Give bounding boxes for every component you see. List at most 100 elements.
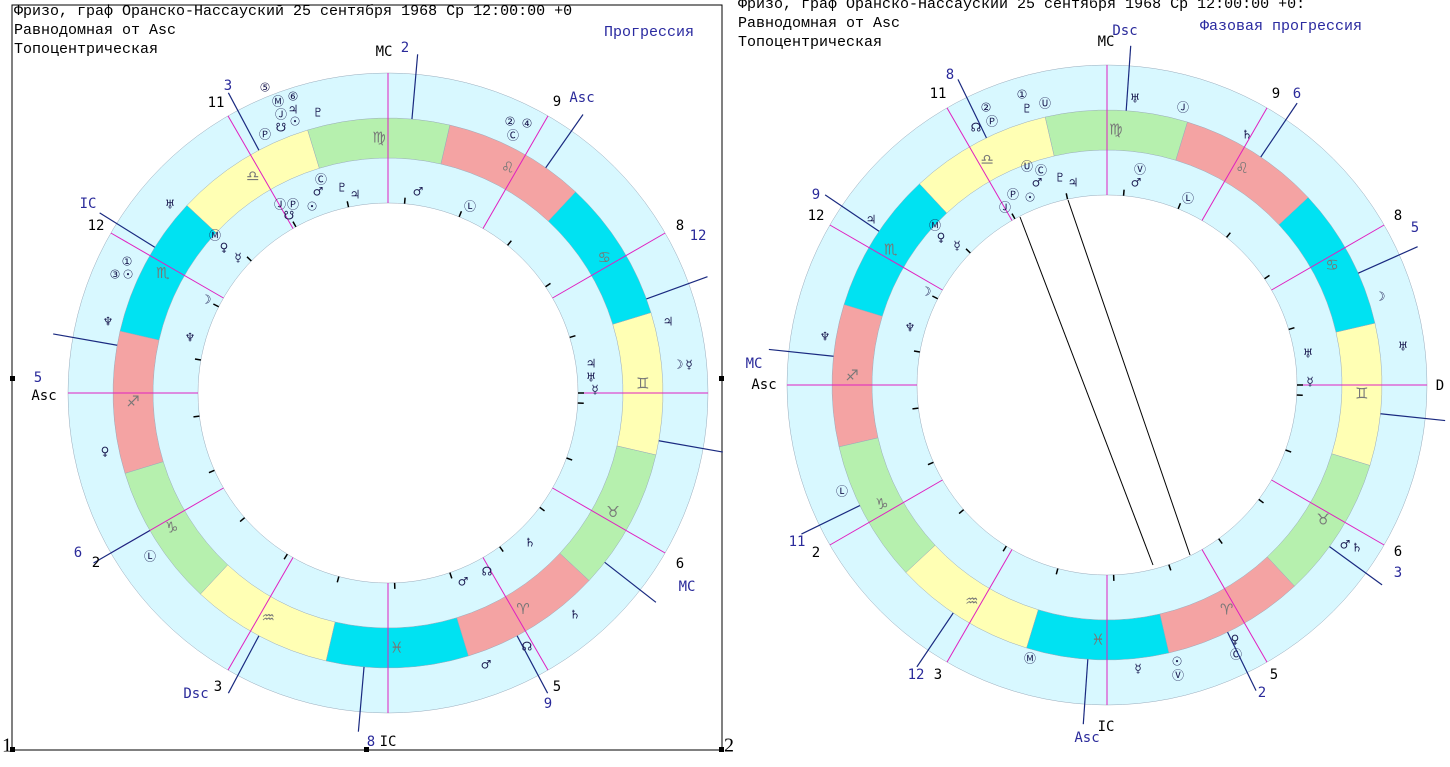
planet-glyph: ①	[122, 255, 133, 269]
mode-label: Прогрессия	[604, 24, 694, 41]
sign-glyph: ♋	[1325, 256, 1338, 274]
sign-glyph: ♏	[156, 264, 170, 282]
cusp-label: 5	[34, 370, 42, 386]
planet-glyph: ♇	[313, 106, 324, 120]
planet-glyph: Ⓙ	[275, 108, 287, 122]
header-text: Фризо, граф Оранско-Нассауский 25 сентяб…	[14, 3, 572, 20]
sign-glyph: ♑	[165, 519, 178, 537]
outer-cusp	[1125, 45, 1132, 111]
tick	[499, 546, 504, 553]
planet-glyph: ♀	[220, 241, 229, 255]
tick	[1002, 545, 1007, 552]
planet-glyph: ♅	[1130, 92, 1141, 106]
planet-glyph: ♄	[1242, 128, 1253, 142]
tick	[239, 517, 246, 523]
sign-glyph: ♐	[845, 367, 858, 385]
tick	[336, 576, 340, 583]
tick	[545, 282, 551, 288]
outer-cusp	[227, 92, 260, 151]
aspect-line	[1019, 216, 1154, 566]
tick	[1264, 274, 1270, 280]
cusp-label: 5	[1270, 667, 1278, 683]
house-cusp	[482, 557, 549, 671]
planet-glyph: ♂	[1032, 176, 1043, 190]
outer-cusp	[658, 440, 723, 453]
planet-glyph: ♃	[866, 213, 877, 227]
outer-cusp	[1227, 631, 1257, 691]
cusp-label: 9	[553, 94, 561, 110]
outer-cusp	[957, 79, 987, 139]
house-cusp	[482, 115, 549, 229]
cusp-label: MC	[746, 356, 763, 372]
cusp-label: 8	[367, 734, 375, 750]
outer-cusp	[516, 635, 549, 694]
cusp-label: Asc	[31, 388, 56, 404]
outer-cusp	[93, 529, 151, 564]
planet-glyph: ♅	[1303, 347, 1314, 361]
cusp-label: 3	[934, 667, 942, 683]
planet-glyph: ♆	[905, 321, 916, 335]
sign-glyph: ♍	[1109, 121, 1122, 139]
tick	[403, 197, 406, 204]
tick	[958, 509, 965, 515]
tick	[292, 221, 297, 228]
cusp-label: 8	[676, 218, 684, 234]
planet-glyph: ☉	[123, 268, 134, 282]
cusp-label: 8	[1394, 208, 1402, 224]
planet-glyph: ☿	[685, 358, 692, 372]
house-cusp	[946, 107, 1013, 221]
house-cusp	[552, 232, 666, 299]
planet-glyph: ☽	[921, 285, 932, 299]
handle	[10, 376, 15, 381]
cusp-label: 9	[812, 187, 820, 203]
planet-glyph: ♂	[458, 575, 469, 589]
cusp-label: 6	[74, 545, 82, 561]
sign-glyph: ♉	[1317, 511, 1330, 529]
planet-glyph: Ⓜ	[209, 229, 221, 243]
planet-glyph: ♂	[1340, 538, 1351, 552]
cusp-label: MC	[376, 44, 393, 60]
tick	[1055, 568, 1059, 575]
cusp-label: Asc	[569, 90, 594, 106]
sign-glyph: ♒	[965, 592, 978, 610]
sign-glyph: ♋	[598, 248, 611, 266]
planet-glyph: Ⓙ	[999, 201, 1011, 215]
planet-glyph: ☿	[953, 239, 960, 253]
cusp-label: 8	[946, 67, 954, 83]
planet-glyph: ☽	[201, 293, 212, 307]
handle	[719, 376, 724, 381]
sign-glyph: ♈	[516, 600, 529, 618]
tick	[194, 358, 202, 361]
planet-glyph: ♃	[288, 103, 299, 117]
outer-cusp	[1260, 102, 1298, 158]
planet-glyph: ♇	[337, 181, 348, 195]
outer-cusp	[646, 276, 708, 300]
tick	[506, 240, 512, 246]
planet-glyph: ☽	[1375, 290, 1386, 304]
cusp-label: Asc	[1074, 730, 1099, 746]
planet-glyph: ♂	[1131, 176, 1142, 190]
house-cusp	[110, 232, 224, 299]
cusp-label: 2	[812, 545, 820, 561]
planet-glyph: ☉	[1172, 655, 1183, 669]
planet-glyph: Ⓒ	[315, 173, 327, 187]
planet-glyph: ♅	[1398, 340, 1409, 354]
cusp-label: IC	[80, 196, 97, 212]
header-text: Фризо, граф Оранско-Нассауский 25 сентяб…	[738, 0, 1305, 13]
cusp-label: Asc	[751, 377, 776, 393]
house-cusp	[829, 224, 943, 291]
house-cusp	[552, 487, 666, 554]
outer-cusp	[824, 194, 880, 232]
planet-glyph: Ⓜ	[929, 219, 941, 233]
tick	[539, 506, 545, 512]
chart-panel: ♈ ♉ ♊ ♋ ♌ ♍ ♎ ♏ ♐ ♑ ♒ ♓ Фризо, граф Оранско-Нассауск…	[2, 3, 723, 757]
tick	[965, 248, 971, 254]
cusp-label: 12	[88, 218, 105, 234]
outer-cusp	[411, 54, 419, 120]
planet-glyph: ①	[1017, 88, 1028, 102]
planet-glyph: ④	[522, 117, 533, 131]
planet-glyph: ♂	[413, 185, 424, 199]
cusp-label: 2	[1258, 685, 1266, 701]
planet-glyph: ☊	[482, 565, 493, 579]
